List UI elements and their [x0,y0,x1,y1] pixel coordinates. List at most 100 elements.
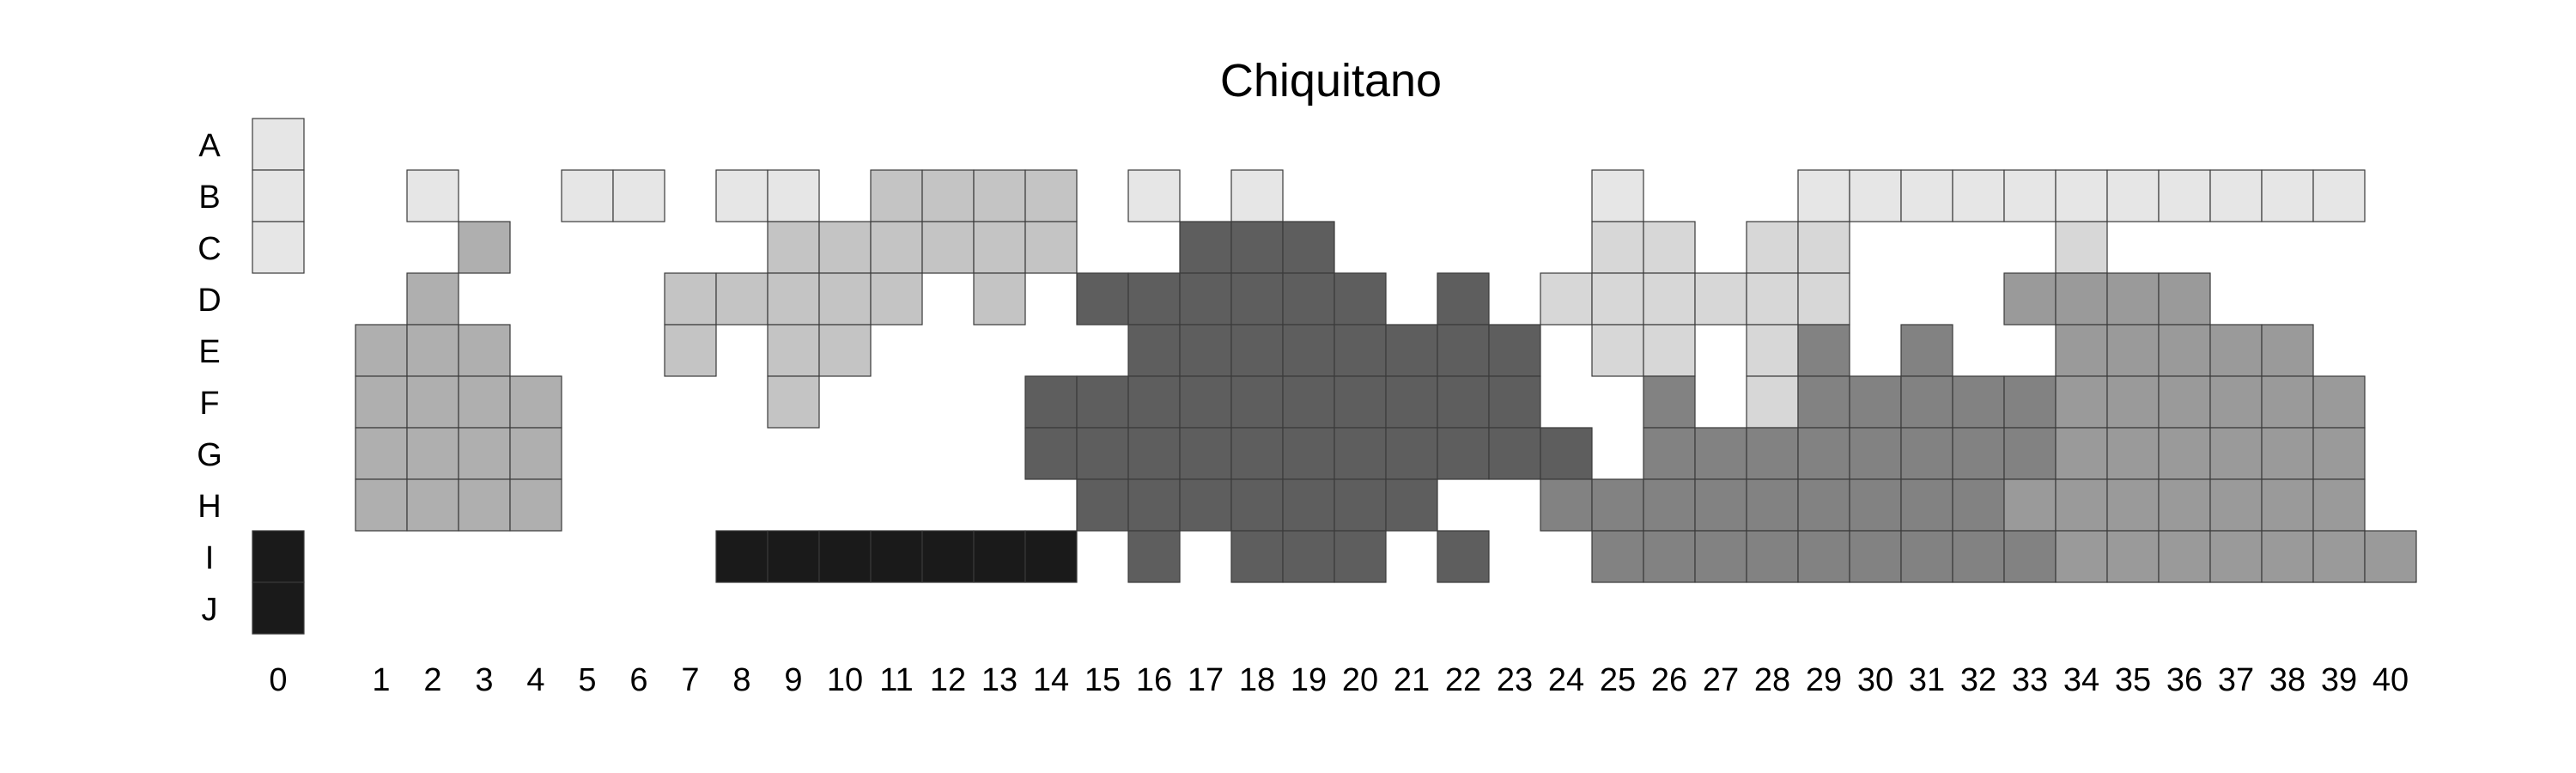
heatmap-cell-D-24 [1540,272,1593,326]
heatmap-cell-F-3 [458,375,511,429]
column-label-32: 32 [1960,662,1996,698]
heatmap-cell-G-28 [1746,427,1799,480]
column-label-36: 36 [2166,662,2202,698]
heatmap-cell-F-9 [767,375,820,429]
heatmap-cell-I-18 [1230,530,1284,583]
heatmap-cell-B-9 [767,169,820,222]
heatmap-cell-I-28 [1746,530,1799,583]
heatmap-cell-F-35 [2106,375,2160,429]
heatmap-cell-G-1 [355,427,408,480]
column-label-33: 33 [2012,662,2048,698]
column-label-17: 17 [1188,662,1224,698]
row-label-E: E [198,334,220,370]
row-label-I: I [205,540,215,576]
heatmap-cell-E-21 [1385,324,1438,377]
heatmap-cell-H-32 [1952,478,2005,532]
heatmap-cell-G-36 [2158,427,2211,480]
heatmap-cell-F-23 [1488,375,1541,429]
heatmap-cell-H-33 [2003,478,2057,532]
column-label-27: 27 [1703,662,1739,698]
heatmap-cell-F-20 [1334,375,1387,429]
heatmap-cell-C-10 [818,221,872,274]
heatmap-cell-H-31 [1900,478,1953,532]
heatmap-cell-B-13 [973,169,1026,222]
heatmap-cell-H-36 [2158,478,2211,532]
heatmap-cell-G-2 [406,427,459,480]
heatmap-cell-G-14 [1024,427,1078,480]
column-label-21: 21 [1394,662,1430,698]
column-label-7: 7 [681,662,699,698]
column-labels: 0 1 2 3 4 5 6 7 8 9 10 11 12 13 14 15 16 17 18 19 20 21 22 23 24… [269,662,2409,698]
heatmap-cell-H-21 [1385,478,1438,532]
heatmap-cell-B-33 [2003,169,2057,222]
heatmap-cell-C-11 [870,221,923,274]
heatmap-cell-G-37 [2209,427,2263,480]
heatmap-cell-I-40 [2364,530,2417,583]
heatmap-cell-H-28 [1746,478,1799,532]
heatmap-cell-I-16 [1127,530,1181,583]
heatmap-cell-C-18 [1230,221,1284,274]
column-label-4: 4 [526,662,544,698]
heatmap-cell-E-2 [406,324,459,377]
heatmap-cell-B-6 [612,169,665,222]
heatmap-cell-B-5 [561,169,614,222]
heatmap-cell-I-38 [2261,530,2314,583]
heatmap-cell-F-39 [2312,375,2366,429]
heatmap-cell-B-25 [1591,169,1644,222]
heatmap-cell-E-37 [2209,324,2263,377]
heatmap-cell-F-38 [2261,375,2314,429]
heatmap-cell-B-2 [406,169,459,222]
heatmap-cell-J-0 [252,581,305,635]
column-label-9: 9 [784,662,802,698]
heatmap-cell-G-21 [1385,427,1438,480]
heatmap-cell-F-4 [509,375,562,429]
heatmap-cell-D-9 [767,272,820,326]
heatmap-cell-H-26 [1643,478,1696,532]
heatmap-cell-C-34 [2055,221,2108,274]
heatmap-cell-G-22 [1437,427,1490,480]
heatmap-cell-C-28 [1746,221,1799,274]
heatmap-cell-B-16 [1127,169,1181,222]
heatmap-cell-H-27 [1694,478,1747,532]
heatmap-cell-I-19 [1282,530,1335,583]
heatmap-cell-B-8 [715,169,769,222]
column-label-29: 29 [1806,662,1842,698]
heatmap-cell-D-27 [1694,272,1747,326]
column-label-30: 30 [1857,662,1893,698]
heatmap-cell-B-12 [921,169,975,222]
heatmap-cell-G-39 [2312,427,2366,480]
heatmap-cell-I-8 [715,530,769,583]
column-label-13: 13 [981,662,1018,698]
heatmap-cell-I-12 [921,530,975,583]
heatmap-cell-C-25 [1591,221,1644,274]
heatmap-cell-I-10 [818,530,872,583]
heatmap-cell-G-29 [1797,427,1850,480]
heatmap-cell-H-39 [2312,478,2366,532]
heatmap-cell-C-0 [252,221,305,274]
heatmap-cell-C-19 [1282,221,1335,274]
heatmap-cell-E-22 [1437,324,1490,377]
heatmap-cell-H-20 [1334,478,1387,532]
chart-title: Chiquitano [1220,55,1442,107]
heatmap-cell-C-26 [1643,221,1696,274]
heatmap-cell-H-25 [1591,478,1644,532]
column-label-40: 40 [2372,662,2409,698]
heatmap-cell-I-25 [1591,530,1644,583]
column-label-16: 16 [1136,662,1172,698]
heatmap-cell-H-29 [1797,478,1850,532]
heatmap-cell-H-30 [1849,478,1902,532]
column-label-5: 5 [578,662,596,698]
heatmap-cell-B-35 [2106,169,2160,222]
heatmap-cell-D-11 [870,272,923,326]
heatmap-cell-F-2 [406,375,459,429]
heatmap-cell-F-22 [1437,375,1490,429]
heatmap-cell-I-32 [1952,530,2005,583]
heatmap-cell-F-1 [355,375,408,429]
heatmap-cell-B-37 [2209,169,2263,222]
column-label-8: 8 [732,662,750,698]
heatmap-cell-D-26 [1643,272,1696,326]
column-label-25: 25 [1600,662,1636,698]
column-label-35: 35 [2115,662,2151,698]
heatmap-cell-G-23 [1488,427,1541,480]
